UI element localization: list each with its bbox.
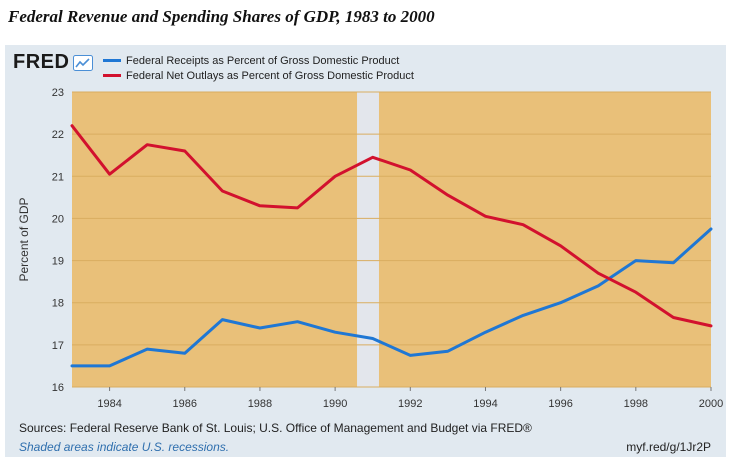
receipts-series-line <box>70 227 713 368</box>
fred-logo-text: FRED <box>13 51 70 73</box>
legend-swatch-outlays <box>103 74 121 77</box>
x-tick-label: 1996 <box>548 398 572 410</box>
recession-note: Shaded areas indicate U.S. recessions. <box>19 440 230 454</box>
x-tick-label: 1998 <box>624 398 648 410</box>
y-axis-label: Percent of GDP <box>17 197 31 281</box>
plot-area <box>72 92 711 387</box>
recession-band <box>357 92 379 387</box>
line-chart-icon <box>73 54 94 71</box>
x-tick-label: 1990 <box>323 398 347 410</box>
y-tick-label: 23 <box>52 87 64 99</box>
legend-item-receipts: Federal Receipts as Percent of Gross Dom… <box>103 53 414 68</box>
page-title: Federal Revenue and Spending Shares of G… <box>8 7 435 26</box>
x-tick-label: 1992 <box>398 398 422 410</box>
x-tick-label: 1988 <box>248 398 272 410</box>
line-chart: 16 17 18 19 20 21 22 23 1984 1986 1988 1990 1992 1994… <box>17 87 723 410</box>
y-tick-label: 16 <box>52 382 64 394</box>
short-link[interactable]: myf.red/g/1Jr2P <box>626 440 711 454</box>
x-tick-label: 1994 <box>473 398 497 410</box>
legend-swatch-receipts <box>103 59 121 62</box>
legend-item-outlays: Federal Net Outlays as Percent of Gross … <box>103 68 414 83</box>
y-tick-label: 19 <box>52 256 64 268</box>
chart-panel: FRED Federal Receipts as Percent of Gros… <box>5 45 726 457</box>
outlays-series-line <box>70 124 713 328</box>
legend-label-receipts: Federal Receipts as Percent of Gross Dom… <box>126 54 400 67</box>
y-tick-label: 17 <box>52 340 64 352</box>
fred-logo[interactable]: FRED <box>13 51 94 74</box>
x-tick-label: 1986 <box>173 398 197 410</box>
y-tick-label: 18 <box>52 298 64 310</box>
chart-legend: Federal Receipts as Percent of Gross Dom… <box>103 53 414 83</box>
y-tick-label: 20 <box>52 213 64 225</box>
legend-label-outlays: Federal Net Outlays as Percent of Gross … <box>126 69 414 82</box>
y-tick-label: 22 <box>52 129 64 141</box>
y-tick-label: 21 <box>52 171 64 183</box>
footer-sources: Sources: Federal Reserve Bank of St. Lou… <box>19 421 532 435</box>
x-tick-label: 1984 <box>97 398 121 410</box>
x-tick-label: 2000 <box>699 398 723 410</box>
